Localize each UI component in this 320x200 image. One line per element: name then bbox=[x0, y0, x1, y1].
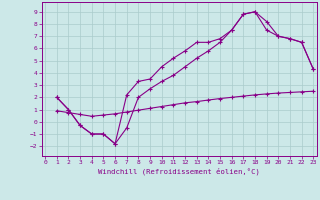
X-axis label: Windchill (Refroidissement éolien,°C): Windchill (Refroidissement éolien,°C) bbox=[98, 168, 260, 175]
